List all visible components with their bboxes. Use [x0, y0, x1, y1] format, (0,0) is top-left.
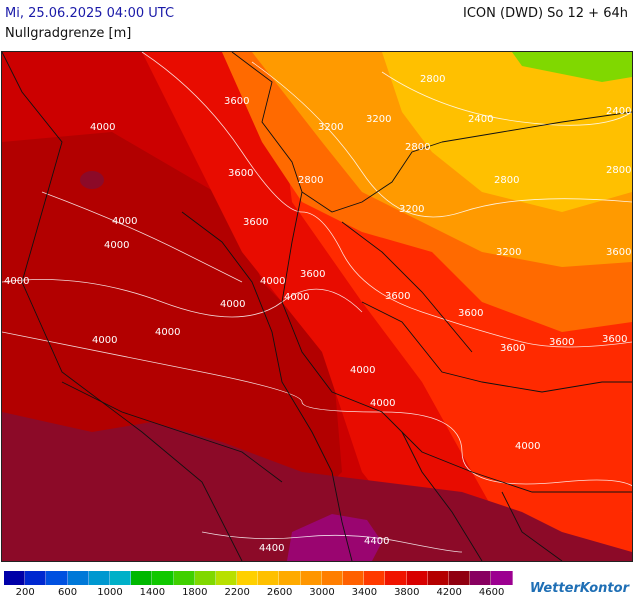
forecast-datetime: Mi, 25.06.2025 04:00 UTC	[5, 6, 175, 21]
contour-label: 3600	[602, 334, 627, 345]
legend-swatch	[300, 571, 322, 585]
contour-label: 2800	[606, 165, 631, 176]
contour-label: 3600	[549, 337, 574, 348]
contour-label: 4400	[259, 543, 284, 554]
contour-label: 4000	[155, 327, 180, 338]
legend-swatch	[131, 571, 153, 585]
color-scale-labels: 200 600 1000 1400 1800 2200 2600 3000 3400 3800 42…	[4, 587, 514, 599]
legend-swatch	[364, 571, 386, 585]
legend-swatch	[491, 571, 513, 585]
contour-label: 3600	[300, 269, 325, 280]
contour-value-labels: 3600 4000 4000 4000 4000 2800 3200 3200 …	[4, 74, 631, 554]
legend-swatch	[194, 571, 216, 585]
contour-lines	[2, 52, 632, 553]
legend-swatch	[470, 571, 492, 585]
legend-label: 2200	[224, 587, 250, 598]
contour-label: 4000	[104, 240, 129, 251]
legend-swatch	[258, 571, 280, 585]
legend-label: 600	[58, 587, 78, 598]
legend-swatch	[321, 571, 343, 585]
contour-label: 4000	[90, 122, 115, 133]
color-scale-bar	[4, 571, 513, 585]
region-green	[512, 52, 632, 82]
legend-label: 4200	[436, 587, 462, 598]
legend-label: 200	[15, 587, 35, 598]
contour-label: 4000	[220, 299, 245, 310]
legend-swatch	[25, 571, 47, 585]
contour-label: 2400	[468, 114, 493, 125]
contour-label: 2800	[405, 142, 430, 153]
legend-label: 1800	[182, 587, 208, 598]
legend-swatch	[406, 571, 428, 585]
legend-swatch	[215, 571, 238, 585]
contour-label: 3200	[366, 114, 391, 125]
legend-label: 3800	[394, 587, 420, 598]
contour-label: 3600	[458, 308, 483, 319]
legend-swatch	[343, 571, 365, 585]
contour-label: 3600	[500, 343, 525, 354]
legend-swatch	[46, 571, 68, 585]
contour-label: 4000	[4, 276, 29, 287]
wetterkontor-logo[interactable]: WetterKontor	[529, 581, 629, 596]
contour-label: 2400	[606, 106, 631, 117]
borders-and-coastlines	[2, 52, 632, 561]
contour-label: 2800	[494, 175, 519, 186]
contour-label: 4000	[350, 365, 375, 376]
legend-label: 1000	[97, 587, 123, 598]
region-yellow-orange	[382, 52, 632, 212]
parameter-title: Nullgradgrenze [m]	[5, 26, 132, 41]
contour-label: 3600	[224, 96, 249, 107]
legend-label: 2600	[266, 587, 293, 598]
contour-label: 3600	[228, 168, 253, 179]
legend-swatch	[237, 571, 259, 585]
contour-label: 2800	[298, 175, 323, 186]
contour-label: 2800	[420, 74, 445, 85]
legend-label: 1400	[139, 587, 166, 598]
region-south-dark	[2, 412, 632, 561]
contour-label: 4000	[260, 276, 285, 287]
legend-swatch	[67, 571, 89, 585]
legend-swatch	[4, 571, 26, 585]
contour-label: 4400	[364, 536, 389, 547]
contour-label: 3200	[496, 247, 521, 258]
model-run-label: ICON (DWD) So 12 + 64h	[463, 6, 628, 21]
legend-swatch	[173, 571, 195, 585]
legend-swatch	[88, 571, 110, 585]
contour-label: 4000	[92, 335, 117, 346]
legend-swatch	[152, 571, 174, 585]
legend-swatch	[109, 571, 132, 585]
contour-label: 3600	[243, 217, 268, 228]
legend-label: 3400	[351, 587, 378, 598]
contour-label: 3600	[385, 291, 410, 302]
region-alps-purple	[287, 514, 382, 561]
freezing-level-map: 3600 4000 4000 4000 4000 2800 3200 3200 …	[1, 51, 633, 562]
legend-swatch	[427, 571, 449, 585]
contour-label: 4000	[112, 216, 137, 227]
contour-label: 4000	[370, 398, 395, 409]
legend-swatch	[448, 571, 471, 585]
contour-label: 3200	[399, 204, 424, 215]
legend-label: 3000	[309, 587, 335, 598]
contour-label: 3200	[318, 122, 343, 133]
contour-label: 4000	[515, 441, 540, 452]
legend-swatch	[385, 571, 407, 585]
contour-label: 3600	[606, 247, 631, 258]
contour-label: 4000	[284, 292, 309, 303]
legend-swatch	[279, 571, 301, 585]
legend-label: 4600	[478, 587, 505, 598]
small-dark-patch	[80, 171, 104, 189]
